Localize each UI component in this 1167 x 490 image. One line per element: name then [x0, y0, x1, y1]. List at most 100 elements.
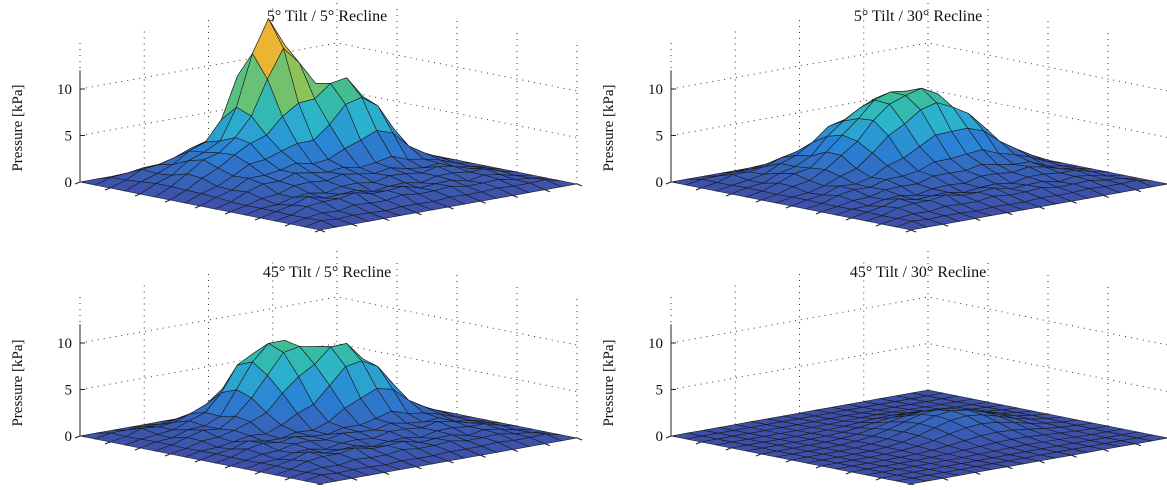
z-tick-label: 10 [57, 82, 72, 98]
panel-1-ticks: 0 5 10 [57, 70, 583, 233]
x-tick-mark [194, 205, 201, 209]
panel-2-title: 5° Tilt / 30° Recline [854, 8, 982, 25]
x-tick-mark [254, 217, 261, 221]
x-tick-mark [725, 447, 732, 451]
y-tick-mark [1071, 454, 1077, 458]
x-tick-mark [815, 211, 822, 215]
y-tick-mark [384, 472, 390, 475]
y-tick-mark [1039, 460, 1045, 464]
y-tick-mark [576, 183, 583, 187]
y-tick-mark [975, 218, 981, 221]
x-tick-mark [875, 477, 882, 481]
x-tick-mark [104, 441, 111, 445]
x-tick-mark [74, 181, 81, 185]
x-tick-mark [665, 435, 672, 439]
y-tick-mark [910, 229, 917, 233]
panel-1-title: 5° Tilt / 5° Recline [267, 8, 387, 25]
y-tick-mark [448, 206, 454, 210]
y-tick-mark [416, 212, 422, 216]
z-tick-label: 0 [65, 429, 73, 445]
x-tick-mark [254, 471, 261, 475]
panel-3-ticks: 0 5 10 [57, 324, 583, 487]
y-tick-mark [351, 477, 358, 481]
x-tick-mark [104, 187, 111, 191]
z-tick-label: 5 [656, 129, 664, 145]
y-tick-mark [942, 223, 949, 227]
x-tick-mark [905, 229, 912, 233]
gridline-z [79, 296, 578, 346]
x-tick-mark [845, 217, 852, 221]
panel-4: 45° Tilt / 30° Recline Pressure [kPa] 0 5… [601, 250, 1167, 487]
x-tick-mark [785, 205, 792, 209]
y-tick-mark [1007, 466, 1013, 470]
panel-1-ylabel: Pressure [kPa] [10, 84, 26, 171]
surface-facet [895, 477, 928, 485]
x-tick-mark [134, 447, 141, 451]
gridline-z [670, 296, 1167, 346]
y-tick-mark [1135, 443, 1142, 447]
panel-4-ylabel: Pressure [kPa] [601, 339, 617, 426]
x-tick-mark [284, 223, 291, 227]
x-tick-mark [224, 211, 231, 215]
x-tick-mark [164, 199, 171, 203]
y-tick-mark [1135, 189, 1142, 193]
panel-3: 45° Tilt / 5° Recline Pressure [kPa] 0 5 1… [10, 250, 583, 487]
y-tick-mark [512, 449, 518, 452]
panel-1: 5° Tilt / 5° Recline Pressure [kPa] 0 5 10 [10, 0, 583, 233]
panel-4-surface [670, 389, 1167, 485]
y-tick-mark [1103, 195, 1109, 198]
z-tick-label: 10 [648, 336, 663, 352]
y-tick-mark [975, 472, 981, 475]
panel-3-ylabel: Pressure [kPa] [10, 339, 26, 426]
y-tick-mark [319, 229, 326, 233]
x-tick-mark [875, 223, 882, 227]
z-tick-label: 0 [65, 175, 73, 191]
z-tick-label: 10 [57, 336, 72, 352]
x-tick-mark [815, 465, 822, 469]
y-tick-mark [1103, 449, 1109, 452]
x-tick-mark [785, 459, 792, 463]
x-tick-mark [224, 465, 231, 469]
x-tick-mark [725, 193, 732, 197]
z-tick-label: 5 [65, 383, 73, 399]
y-tick-mark [416, 466, 422, 470]
x-tick-mark [284, 477, 291, 481]
y-tick-mark [576, 437, 583, 441]
y-tick-mark [1007, 212, 1013, 216]
panel-2-ylabel: Pressure [kPa] [601, 84, 617, 171]
z-tick-label: 5 [65, 129, 73, 145]
gridline-z [670, 342, 1167, 392]
x-tick-mark [194, 459, 201, 463]
panel-4-title: 45° Tilt / 30° Recline [850, 264, 986, 281]
z-tick-label: 5 [656, 383, 664, 399]
y-tick-mark [480, 454, 486, 458]
y-tick-mark [384, 218, 390, 221]
panel-3-surface [79, 339, 578, 485]
y-tick-mark [480, 200, 486, 204]
y-tick-mark [1071, 200, 1077, 204]
y-tick-mark [1039, 206, 1045, 210]
x-tick-mark [845, 471, 852, 475]
x-tick-mark [695, 187, 702, 191]
gridline-z [670, 42, 1167, 92]
surface-facet [894, 220, 929, 231]
panel-3-title: 45° Tilt / 5° Recline [263, 264, 391, 281]
y-tick-mark [544, 443, 551, 447]
y-tick-mark [512, 195, 518, 198]
z-tick-label: 10 [648, 82, 663, 98]
x-tick-mark [695, 441, 702, 445]
y-tick-mark [448, 460, 454, 464]
x-tick-mark [755, 453, 762, 457]
surface-facet [303, 220, 338, 231]
x-tick-mark [134, 193, 141, 197]
x-tick-mark [665, 181, 672, 185]
panel-2-ticks: 0 5 10 [648, 70, 1142, 233]
panel-2: 5° Tilt / 30° Recline Pressure [kPa] 0 5 1… [601, 0, 1167, 233]
y-tick-mark [942, 477, 949, 481]
x-tick-mark [164, 453, 171, 457]
x-tick-mark [755, 199, 762, 203]
y-tick-mark [544, 189, 551, 193]
panel-2-surface [670, 87, 1167, 231]
x-tick-mark [74, 435, 81, 439]
